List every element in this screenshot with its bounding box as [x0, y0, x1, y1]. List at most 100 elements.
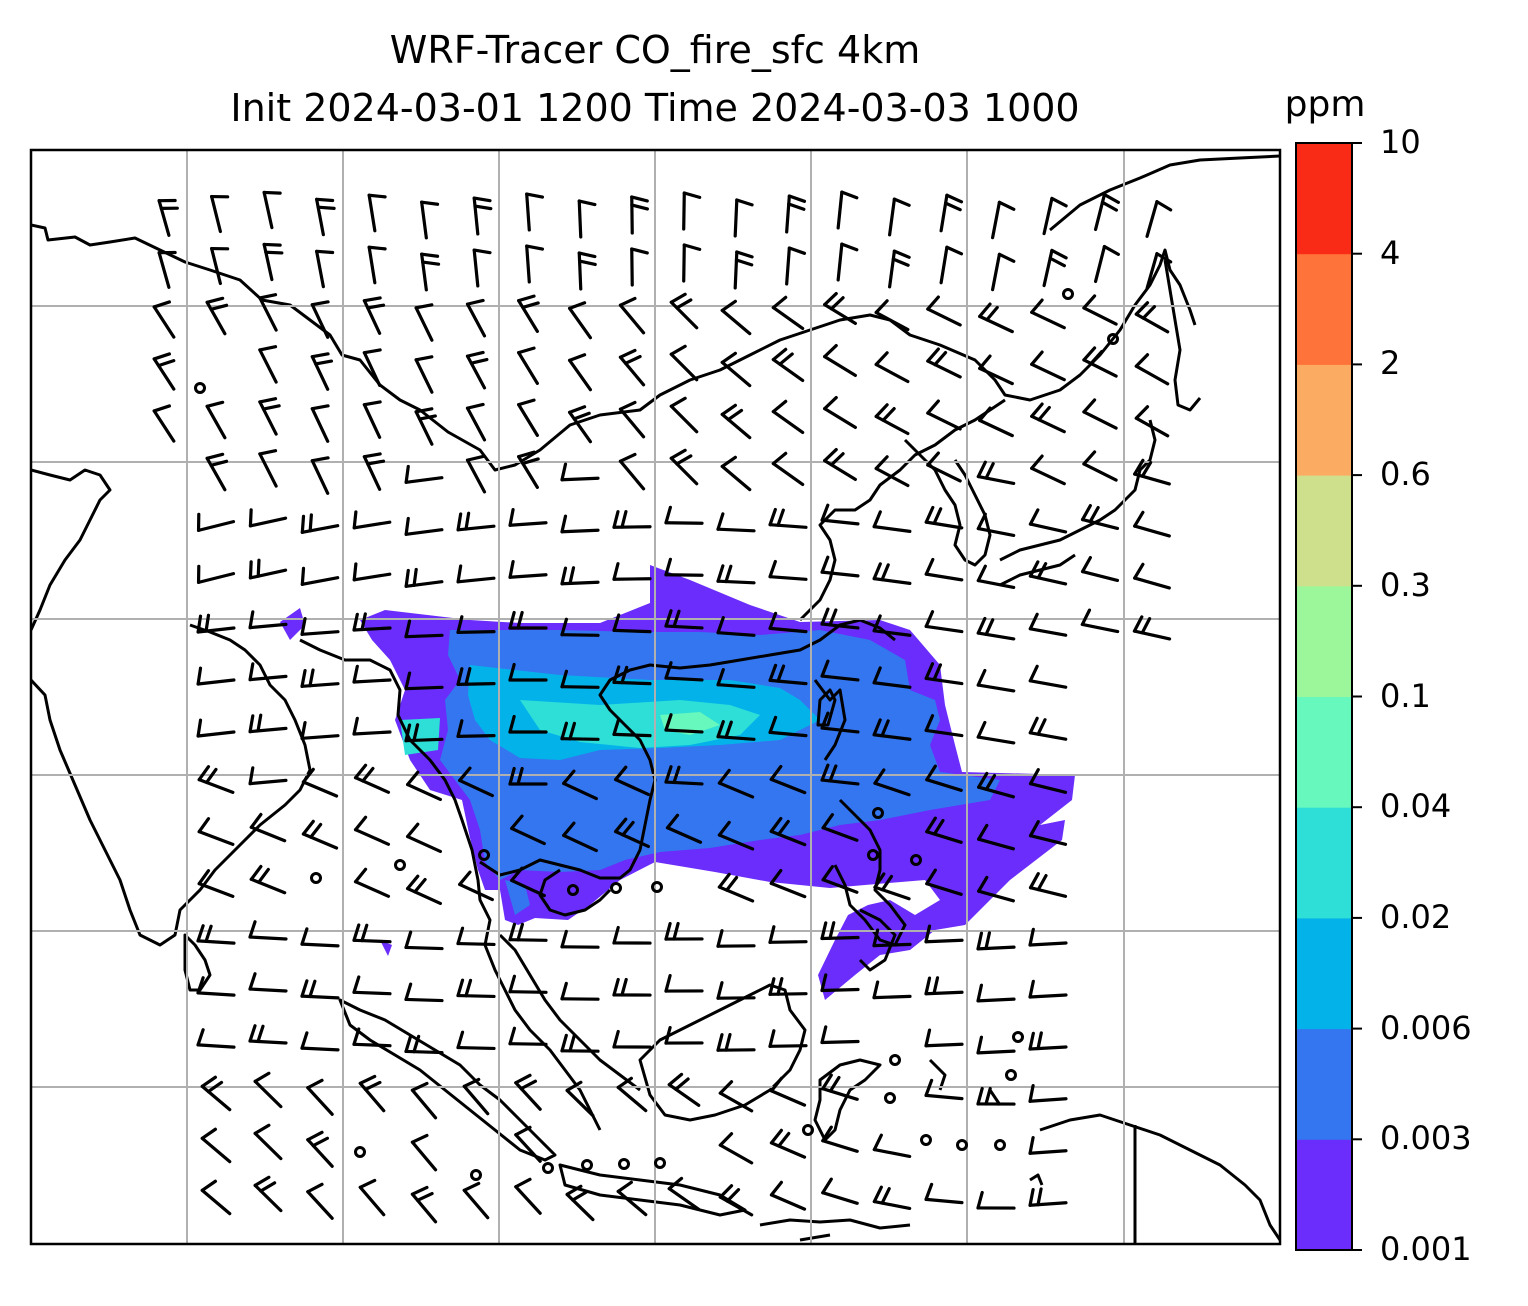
wind-barb — [939, 245, 964, 285]
coast-taiwan — [816, 688, 837, 727]
calm-wind-circle — [910, 854, 922, 866]
wind-barb — [404, 619, 444, 639]
coast-korea — [903, 438, 992, 567]
wind-barb — [925, 868, 963, 896]
wind-barb — [1028, 1135, 1068, 1155]
wind-barb — [462, 1077, 490, 1116]
wind-barb — [924, 1182, 964, 1205]
wind-barb — [404, 464, 444, 484]
coast-japan — [999, 419, 1157, 587]
wind-barb — [465, 402, 487, 442]
wind-barb — [352, 510, 392, 530]
calm-wind-circle — [994, 1139, 1006, 1151]
wind-barb — [362, 452, 386, 491]
wind-barb — [248, 766, 288, 786]
title-line-1: WRF-Tracer CO_fire_sfc 4km — [389, 28, 921, 72]
plume-level-2b — [505, 880, 530, 915]
wind-barb — [716, 512, 756, 533]
wind-barb — [456, 1030, 496, 1051]
wind-barb — [888, 249, 911, 289]
wind-barb — [1028, 1083, 1068, 1103]
wind-barb — [353, 867, 391, 898]
calm-wind-circle — [310, 872, 322, 884]
wind-barb — [612, 510, 652, 529]
wind-barb — [306, 1130, 334, 1168]
wind-barb — [406, 822, 442, 854]
wind-barb — [1028, 872, 1068, 898]
wind-barb — [560, 929, 600, 949]
wind-barb — [820, 659, 860, 682]
wind-barb — [836, 242, 859, 282]
wind-barb — [508, 922, 548, 942]
wind-barb — [152, 404, 176, 443]
gridlines — [31, 150, 1280, 1244]
wind-barb — [978, 302, 1014, 334]
wind-barb — [196, 718, 236, 738]
wind-barb — [821, 1073, 859, 1101]
wind-barb — [664, 1026, 704, 1045]
wind-barb — [210, 194, 230, 234]
wind-barb — [1028, 1187, 1068, 1207]
wind-barb — [821, 1177, 859, 1205]
wind-barb — [248, 972, 288, 993]
wind-barb — [196, 512, 236, 532]
wind-barb — [872, 614, 912, 637]
wind-barb — [682, 191, 702, 231]
wind-barb — [1080, 556, 1120, 583]
wind-barb — [768, 663, 808, 686]
wind-barb — [205, 452, 229, 492]
wind-barb — [664, 661, 704, 682]
wind-barb — [977, 875, 1015, 903]
colorbar-segment — [1296, 1139, 1352, 1251]
wind-barb — [200, 1179, 232, 1216]
wind-barb — [771, 347, 805, 383]
coast-malay — [498, 933, 641, 1092]
wind-barb — [669, 292, 699, 330]
wind-barb — [1030, 402, 1066, 434]
wind-barb — [1030, 454, 1066, 486]
wind-barb — [618, 348, 646, 387]
calm-wind-circle — [1062, 288, 1074, 300]
wind-barb — [310, 300, 330, 339]
wind-barb — [1028, 664, 1068, 689]
wind-barb — [874, 299, 910, 332]
calm-wind-circle — [651, 881, 663, 893]
wind-barb — [560, 566, 600, 586]
wind-barb — [667, 1176, 701, 1211]
wind-barb — [258, 449, 278, 488]
wind-barb — [200, 1075, 232, 1112]
wind-barb — [465, 298, 487, 338]
wind-barb — [664, 505, 704, 525]
wind-barb — [1028, 612, 1068, 637]
wind-barb — [508, 714, 548, 734]
wind-barb — [1028, 820, 1068, 846]
wind-barb — [414, 407, 437, 446]
wind-barb — [362, 348, 382, 387]
wind-barb — [301, 819, 339, 850]
wind-barb — [456, 667, 496, 686]
wind-barb — [562, 821, 598, 853]
wind-barb — [458, 766, 494, 798]
wind-barb — [152, 352, 176, 391]
wind-barb — [873, 768, 911, 797]
coast-java — [558, 1163, 747, 1217]
wind-barb — [560, 669, 600, 689]
wind-barb — [682, 243, 702, 283]
colorbar-segment — [1296, 364, 1352, 476]
wind-barb — [976, 512, 1016, 538]
wind-barb — [1028, 979, 1068, 999]
wind-barb — [821, 1125, 859, 1153]
wind-barb — [1042, 248, 1068, 288]
wind-barb — [517, 294, 540, 333]
wind-barb — [872, 1185, 912, 1211]
wind-barb — [976, 1190, 1016, 1210]
colorbar-tick-label: 0.6 — [1380, 455, 1431, 494]
wind-barb — [248, 610, 288, 630]
wind-barb — [352, 612, 392, 632]
wind-barb — [926, 451, 962, 483]
wind-barb — [717, 872, 755, 903]
wind-barb — [414, 355, 434, 394]
wind-barb — [768, 925, 808, 944]
wind-barb — [669, 396, 699, 434]
wind-barb — [352, 975, 392, 996]
